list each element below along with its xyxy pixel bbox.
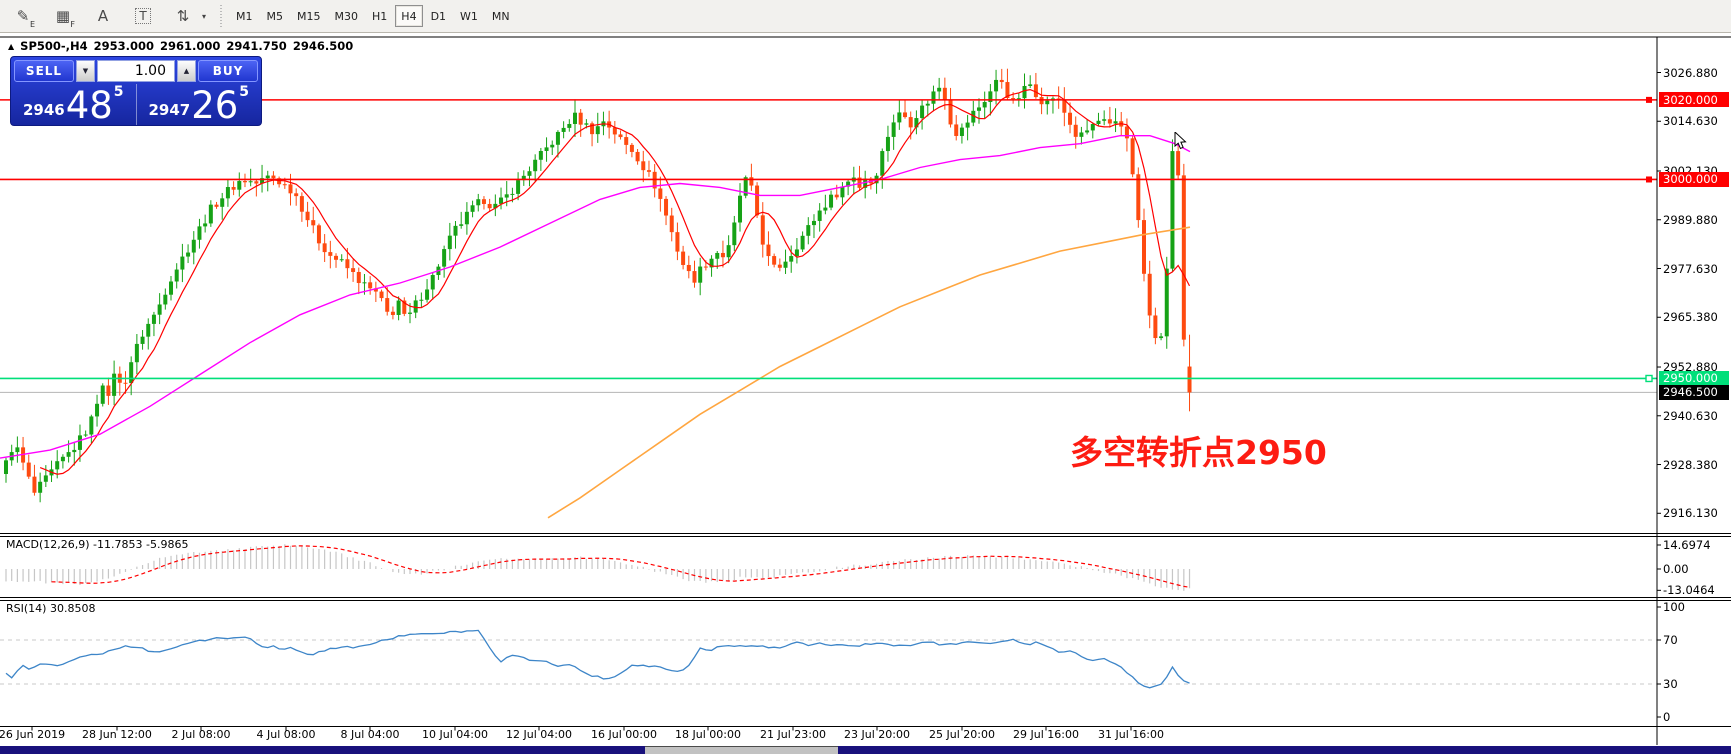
rsi-label: RSI(14) 30.8508: [6, 602, 96, 615]
date-tick-label: 4 Jul 08:00: [256, 728, 316, 741]
buy-button[interactable]: BUY: [198, 60, 258, 82]
chart-header: ▲ SP500-,H4 2953.000 2961.000 2941.750 2…: [8, 39, 353, 53]
buy-price[interactable]: 2947 26 5: [137, 84, 262, 125]
date-tick-label: 28 Jun 12:00: [82, 728, 152, 741]
date-tick-label: 21 Jul 23:00: [760, 728, 826, 741]
rsi-tick-label: 0: [1663, 710, 1671, 724]
timeframe-button-m5[interactable]: M5: [266, 9, 284, 23]
price-tick-label: 2928.380: [1663, 457, 1718, 472]
one-click-trade-panel: SELL ▼ 1.00 ▲ BUY 2946 48 5 2947 26 5: [10, 56, 262, 126]
date-tick-label: 2 Jul 08:00: [171, 728, 231, 741]
ohlc-open: 2953.000: [93, 39, 155, 53]
macd-label: MACD(12,26,9) -11.7853 -5.9865: [6, 538, 189, 551]
toolbar-icon-group: ✎ E ▦ F A T ⇅ ▾: [0, 4, 207, 29]
timeframe-button-m1[interactable]: M1: [236, 9, 253, 23]
price-tick-label: 3026.880: [1663, 65, 1718, 80]
toolbar: ✎ E ▦ F A T ⇅ ▾ M1 M5 M15 M30 H1 H4 D1 W1 MN: [0, 0, 1731, 33]
bottom-strip-segment: [645, 746, 838, 754]
macd-tick-label: 14.6974: [1663, 537, 1711, 552]
sell-price-prefix: 2946: [22, 101, 65, 119]
line-price-label: 3020.000: [1659, 92, 1729, 108]
ohlc-close: 2946.500: [292, 39, 354, 53]
arrange-objects-icon[interactable]: ⇅: [176, 7, 190, 25]
bottom-window-strip: [0, 746, 1731, 754]
chart-text-annotation[interactable]: 多空转折点2950: [1070, 433, 1327, 472]
text-box-icon[interactable]: T: [130, 4, 156, 28]
timeframe-button-mn[interactable]: MN: [491, 9, 510, 23]
timeframe-button-h4[interactable]: H4: [395, 5, 423, 27]
ohlc-low: 2941.750: [226, 39, 287, 53]
symbol-period-label: SP500-,H4: [20, 39, 88, 53]
price-tick-label: 2965.380: [1663, 310, 1718, 325]
rsi-tick-label: 100: [1663, 600, 1685, 614]
price-tick-label: 2952.880: [1663, 360, 1718, 375]
line-price-label: 2946.500: [1659, 384, 1729, 400]
line-price-label: 2950.000: [1659, 370, 1729, 386]
text-label-icon[interactable]: A: [97, 7, 109, 25]
volume-input[interactable]: 1.00: [97, 60, 175, 82]
timeframe-button-group: M1 M5 M15 M30 H1 H4 D1 W1 MN: [230, 5, 516, 27]
rsi-tick-label: 70: [1663, 633, 1678, 647]
sell-button[interactable]: SELL: [14, 60, 74, 82]
collapse-icon[interactable]: ▲: [8, 41, 15, 51]
price-tick-label: 2977.630: [1663, 261, 1718, 276]
price-tick-label: 3014.630: [1663, 114, 1718, 129]
price-tick-label: 2989.880: [1663, 212, 1718, 227]
volume-increase-button[interactable]: ▲: [177, 60, 196, 82]
sell-price[interactable]: 2946 48 5: [11, 84, 137, 125]
date-tick-label: 18 Jul 00:00: [675, 728, 741, 741]
date-tick-label: 12 Jul 04:00: [506, 728, 572, 741]
indicators-icon[interactable]: ✎ E: [16, 7, 35, 29]
sell-price-sup: 5: [113, 84, 124, 100]
timeframe-button-d1[interactable]: D1: [430, 9, 447, 23]
timeframe-button-m30[interactable]: M30: [334, 9, 359, 23]
date-tick-label: 26 Jun 2019: [0, 728, 66, 741]
toolbar-separator: [220, 5, 223, 27]
timeframe-button-m15[interactable]: M15: [297, 9, 321, 23]
date-tick-label: 16 Jul 00:00: [591, 728, 657, 741]
mouse-cursor-icon: [1174, 132, 1187, 150]
date-tick-label: 31 Jul 16:00: [1098, 728, 1164, 741]
volume-decrease-button[interactable]: ▼: [76, 60, 95, 82]
price-tick-label: 2916.130: [1663, 506, 1718, 521]
rsi-tick-label: 30: [1663, 677, 1678, 691]
date-tick-label: 25 Jul 20:00: [929, 728, 995, 741]
date-tick-label: 8 Jul 04:00: [340, 728, 400, 741]
timeframe-button-h1[interactable]: H1: [372, 9, 388, 23]
buy-price-sup: 5: [239, 84, 250, 100]
ohlc-high: 2961.000: [160, 39, 221, 53]
grid-icon[interactable]: ▦ F: [55, 7, 75, 29]
date-tick-label: 29 Jul 16:00: [1013, 728, 1079, 741]
price-tick-label: 2940.630: [1663, 408, 1718, 423]
buy-price-prefix: 2947: [148, 101, 191, 119]
macd-tick-label: 0.00: [1663, 562, 1689, 576]
sell-price-big: 48: [65, 84, 113, 127]
timeframe-button-w1[interactable]: W1: [460, 9, 478, 23]
date-tick-label: 23 Jul 20:00: [844, 728, 910, 741]
macd-tick-label: -13.0464: [1663, 583, 1715, 598]
chevron-down-icon[interactable]: ▾: [202, 11, 207, 21]
date-tick-label: 10 Jul 04:00: [422, 728, 488, 741]
line-price-label: 3000.000: [1659, 171, 1729, 187]
buy-price-big: 26: [191, 84, 239, 127]
